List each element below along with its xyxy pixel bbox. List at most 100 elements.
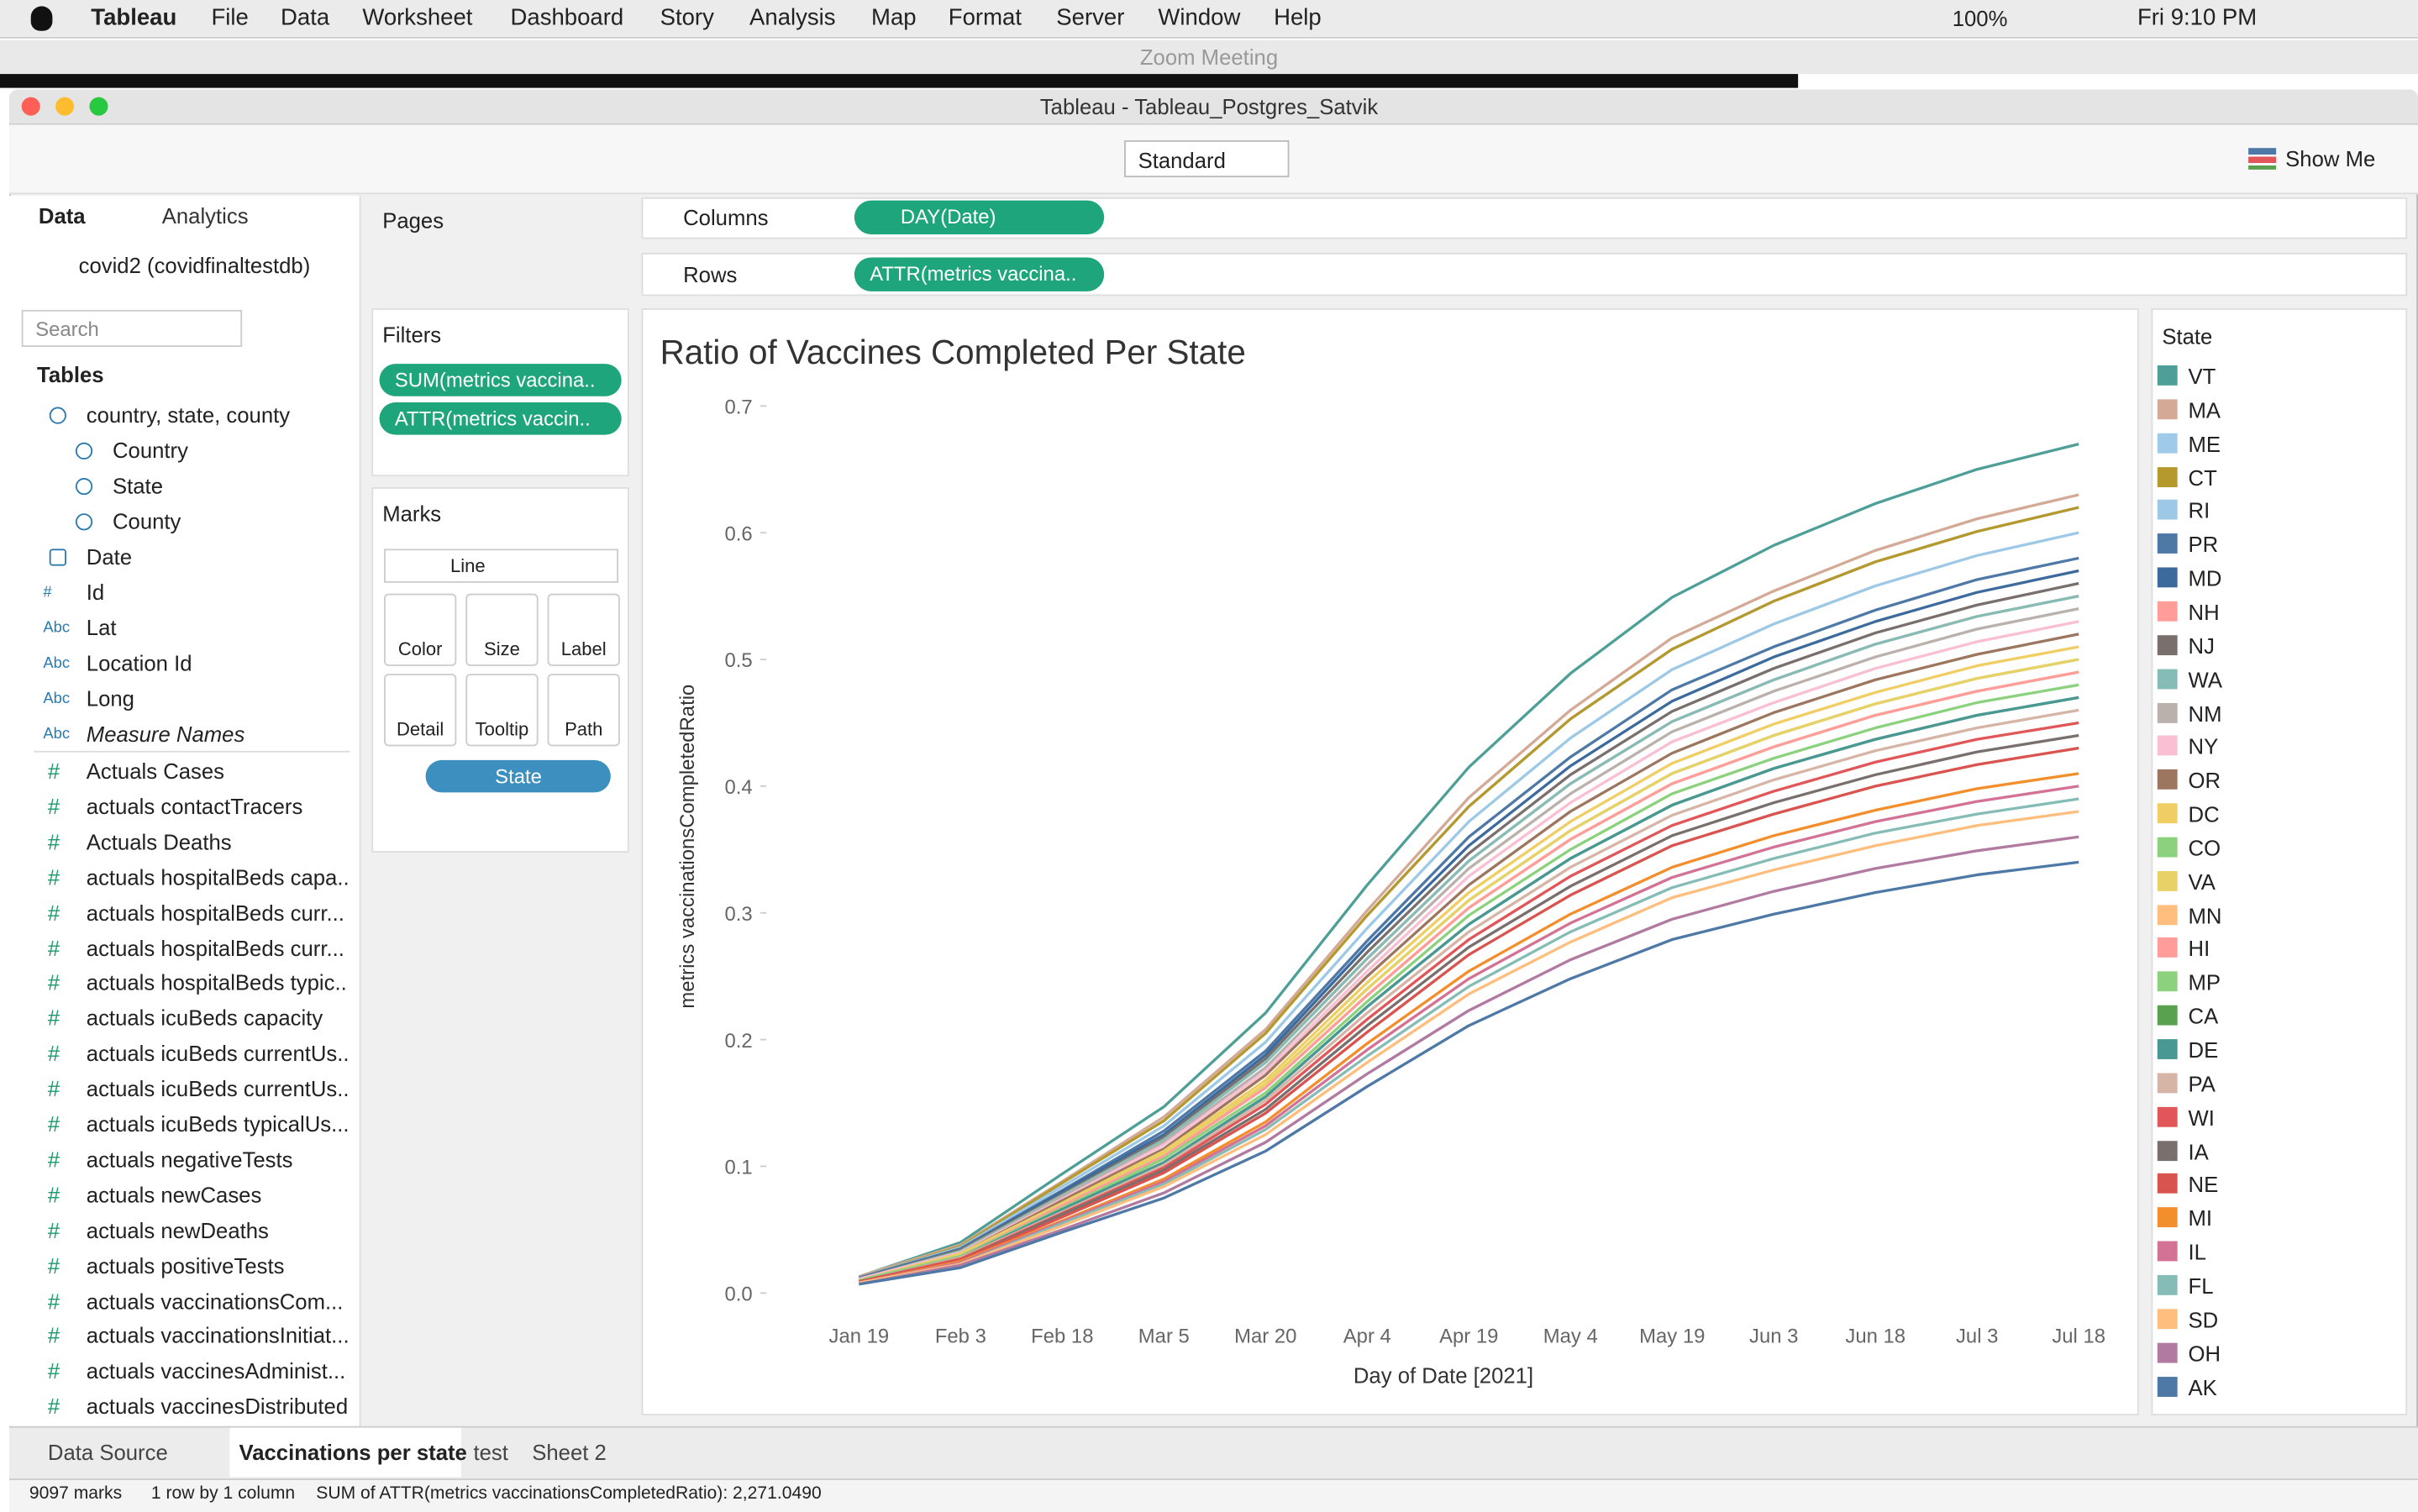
- legend-label[interactable]: OH: [2188, 1341, 2221, 1366]
- minimize-button[interactable]: [55, 97, 75, 116]
- sheet-tab[interactable]: test: [473, 1440, 508, 1465]
- field[interactable]: actuals vaccinationsInitiat...: [86, 1323, 349, 1348]
- field[interactable]: actuals hospitalBeds typic...: [86, 970, 349, 995]
- legend-label[interactable]: IA: [2188, 1138, 2209, 1163]
- apple-logo[interactable]: [30, 6, 53, 31]
- legend-label[interactable]: NJ: [2188, 633, 2215, 659]
- legend-label[interactable]: DE: [2188, 1037, 2219, 1063]
- state-pill[interactable]: State: [425, 759, 611, 793]
- menu-item[interactable]: Story: [660, 4, 714, 31]
- field[interactable]: actuals icuBeds currentUs...: [86, 1076, 349, 1101]
- field[interactable]: country, state, county: [86, 402, 291, 428]
- legend-label[interactable]: ME: [2188, 431, 2221, 456]
- filter-pill[interactable]: SUM(metrics vaccina..: [379, 364, 622, 396]
- legend-label[interactable]: FL: [2188, 1273, 2214, 1299]
- legend-label[interactable]: CA: [2188, 1004, 2219, 1029]
- field[interactable]: actuals newDeaths: [86, 1217, 269, 1242]
- y-tick-label: 0.3: [725, 903, 753, 926]
- field[interactable]: actuals negativeTests: [86, 1147, 293, 1172]
- field[interactable]: County: [112, 508, 181, 534]
- field[interactable]: Date: [86, 543, 133, 570]
- mark-button[interactable]: [384, 674, 457, 747]
- legend-label[interactable]: NE: [2188, 1172, 2219, 1198]
- legend-label[interactable]: WA: [2188, 667, 2222, 692]
- field[interactable]: Actuals Deaths: [86, 829, 232, 854]
- legend-label[interactable]: OR: [2188, 768, 2221, 793]
- menu-item[interactable]: Data: [281, 4, 330, 31]
- sheet-tab[interactable]: Vaccinations per state: [229, 1427, 467, 1478]
- legend-label[interactable]: NY: [2188, 734, 2219, 759]
- legend-label[interactable]: MA: [2188, 397, 2221, 423]
- field[interactable]: actuals contactTracers: [86, 794, 303, 819]
- menu-item[interactable]: Help: [1274, 4, 1322, 31]
- fit-dropdown[interactable]: Standard: [1124, 140, 1290, 178]
- legend-label[interactable]: NH: [2188, 599, 2220, 625]
- legend-label[interactable]: PR: [2188, 532, 2219, 558]
- mark-button[interactable]: [547, 674, 620, 747]
- mark-button[interactable]: [547, 593, 620, 666]
- legend-label[interactable]: PA: [2188, 1071, 2216, 1096]
- field[interactable]: Measure Names: [86, 721, 245, 747]
- legend-label[interactable]: WI: [2188, 1105, 2215, 1130]
- tab[interactable]: Analytics: [161, 203, 249, 228]
- mark-button[interactable]: [465, 593, 539, 666]
- datasource[interactable]: covid2 (covidfinaltestdb): [78, 253, 311, 278]
- legend-label[interactable]: IL: [2188, 1239, 2206, 1265]
- field[interactable]: Long: [86, 685, 134, 711]
- filter-pill[interactable]: ATTR(metrics vaccin..: [379, 402, 622, 435]
- menu-item[interactable]: Server: [1056, 4, 1125, 31]
- legend-label[interactable]: SD: [2188, 1307, 2219, 1332]
- mark-type-dropdown[interactable]: Line: [384, 549, 619, 583]
- field[interactable]: Country: [112, 438, 188, 463]
- zoom-button[interactable]: [89, 97, 108, 116]
- field[interactable]: actuals icuBeds currentUs...: [86, 1041, 349, 1066]
- legend-label[interactable]: MP: [2188, 970, 2221, 995]
- legend-label[interactable]: MD: [2188, 565, 2222, 591]
- field[interactable]: actuals icuBeds typicalUs...: [86, 1111, 349, 1137]
- legend-label[interactable]: VT: [2188, 364, 2216, 389]
- menu-item[interactable]: Map: [871, 4, 917, 31]
- legend-label[interactable]: CT: [2188, 465, 2217, 490]
- sheet-tab[interactable]: Sheet 2: [532, 1440, 607, 1465]
- field[interactable]: actuals hospitalBeds curr...: [86, 935, 344, 960]
- field[interactable]: actuals vaccinationsCom...: [86, 1288, 344, 1313]
- legend-label[interactable]: VA: [2188, 869, 2216, 895]
- legend-swatch: [2157, 1342, 2178, 1362]
- field[interactable]: Location Id: [86, 650, 192, 675]
- menu-item[interactable]: Dashboard: [510, 4, 624, 31]
- rows-pill[interactable]: ATTR(metrics vaccina..: [854, 257, 1105, 291]
- sheet-tab[interactable]: Data Source: [47, 1440, 168, 1465]
- legend-label[interactable]: MN: [2188, 902, 2222, 928]
- mark-button[interactable]: [384, 593, 457, 666]
- menu-item[interactable]: Analysis: [749, 4, 836, 31]
- menu-item[interactable]: File: [211, 4, 249, 31]
- field[interactable]: actuals hospitalBeds capa...: [86, 864, 349, 890]
- field[interactable]: Id: [86, 580, 105, 605]
- field[interactable]: actuals hospitalBeds curr...: [86, 900, 344, 925]
- legend-label[interactable]: RI: [2188, 498, 2210, 523]
- field[interactable]: Lat: [86, 615, 117, 640]
- field[interactable]: Actuals Cases: [86, 759, 225, 784]
- tab[interactable]: Data: [38, 203, 86, 228]
- menu-item[interactable]: Tableau: [91, 4, 177, 31]
- legend-label[interactable]: CO: [2188, 835, 2221, 860]
- field[interactable]: State: [112, 473, 164, 498]
- legend-label[interactable]: AK: [2188, 1374, 2217, 1399]
- field[interactable]: actuals vaccinesAdminist...: [86, 1358, 346, 1383]
- field[interactable]: actuals newCases: [86, 1182, 262, 1207]
- field[interactable]: actuals icuBeds capacity: [86, 1005, 323, 1031]
- columns-pill[interactable]: DAY(Date): [854, 200, 1105, 234]
- search-box[interactable]: Search: [21, 309, 243, 347]
- menu-item[interactable]: Worksheet: [362, 4, 473, 31]
- legend-label[interactable]: HI: [2188, 936, 2210, 962]
- legend-label[interactable]: DC: [2188, 801, 2220, 827]
- field[interactable]: actuals positiveTests: [86, 1252, 285, 1278]
- menu-item[interactable]: Window: [1158, 4, 1241, 31]
- show-me[interactable]: Show Me: [2285, 146, 2376, 171]
- mark-button[interactable]: [465, 674, 539, 747]
- legend-label[interactable]: NM: [2188, 701, 2222, 726]
- close-button[interactable]: [21, 97, 40, 116]
- menu-item[interactable]: Format: [948, 4, 1022, 31]
- field[interactable]: actuals vaccinesDistributed: [86, 1394, 349, 1419]
- legend-label[interactable]: MI: [2188, 1205, 2213, 1231]
